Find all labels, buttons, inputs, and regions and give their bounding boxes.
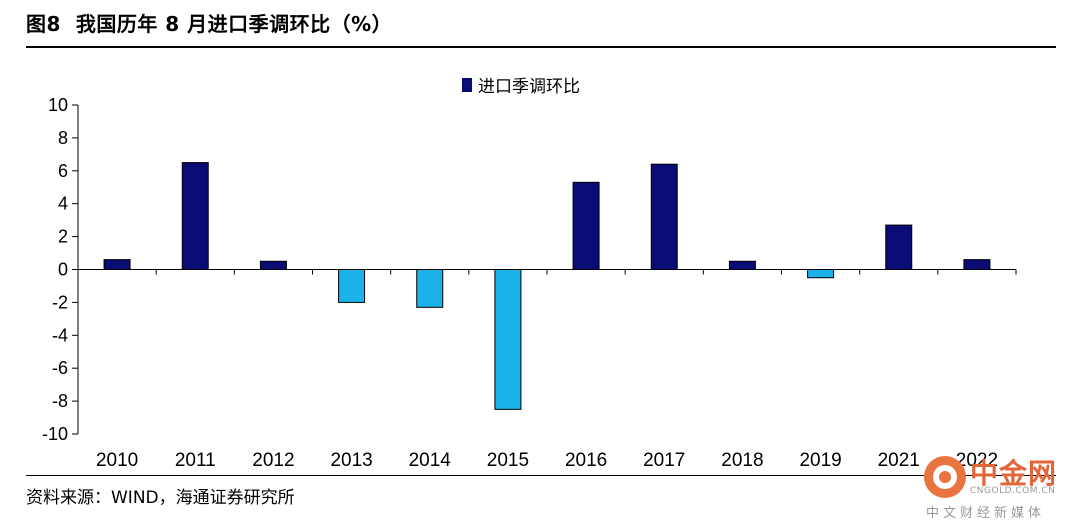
y-tick-label: 10 (48, 95, 68, 115)
title-rule (26, 46, 1056, 48)
y-axis: 10 8 6 4 2 0 -2 -4 -6 -8 -10 (42, 95, 79, 444)
x-tick-label: 2013 (330, 450, 372, 471)
y-tick-label: -4 (52, 325, 68, 345)
watermark-logo-icon (924, 456, 966, 498)
watermark-name: 中金网 (970, 457, 1058, 490)
legend: 进口季调环比 (462, 77, 580, 97)
bar-2022 (963, 259, 991, 271)
y-tick-label: -8 (52, 391, 68, 411)
figure-title: 图8 我国历年 8 月进口季调环比（%） (26, 12, 393, 36)
x-axis: 2010 2011 2012 2013 2014 2015 2016 2017 2018 2019… (77, 269, 1017, 471)
bar-2021 (885, 224, 913, 271)
x-tick-label: 2012 (252, 450, 294, 471)
bar-2019 (807, 269, 835, 279)
x-tick-label: 2010 (96, 450, 138, 471)
bottom-rule (26, 475, 1056, 476)
bars (103, 162, 991, 410)
bar-2012 (259, 260, 287, 270)
y-tick-label: 6 (58, 161, 68, 181)
y-tick-label: 2 (58, 227, 68, 247)
bar-2014 (416, 269, 444, 308)
watermark-subtitle: 中文财经新媒体 (926, 506, 1046, 521)
bar-2011 (181, 162, 209, 270)
x-tick-label: 2019 (799, 450, 841, 471)
y-tick-label: 0 (58, 260, 68, 280)
y-tick-label: 8 (58, 128, 68, 148)
x-tick-label: 2016 (565, 450, 607, 471)
x-tick-label: 2011 (175, 450, 216, 471)
bar-2018 (728, 260, 756, 270)
x-tick-label: 2014 (409, 450, 452, 471)
bar-2015 (494, 269, 522, 410)
x-tick-label: 2015 (487, 450, 529, 471)
bar-2017 (650, 163, 678, 270)
x-tick-label: 2022 (956, 450, 998, 471)
watermark: 中金网 CNGOLD.COM.CN 中文财经新媒体 (920, 452, 1070, 522)
y-tick-label: 4 (58, 194, 68, 214)
bar-2010 (103, 259, 131, 271)
x-tick-label: 2018 (721, 450, 763, 471)
x-tick-label: 2017 (643, 450, 685, 471)
y-tick-label: -10 (42, 424, 68, 444)
bar-2016 (572, 181, 600, 270)
x-tick-label: 2021 (878, 450, 920, 471)
y-tick-label: -6 (52, 358, 68, 378)
y-tick-label: -2 (52, 292, 68, 312)
bar-2013 (338, 269, 366, 303)
source-note: 资料来源：WIND，海通证券研究所 (26, 488, 295, 508)
legend-label: 进口季调环比 (478, 77, 580, 97)
legend-swatch (462, 78, 472, 92)
watermark-url: CNGOLD.COM.CN (970, 486, 1056, 496)
